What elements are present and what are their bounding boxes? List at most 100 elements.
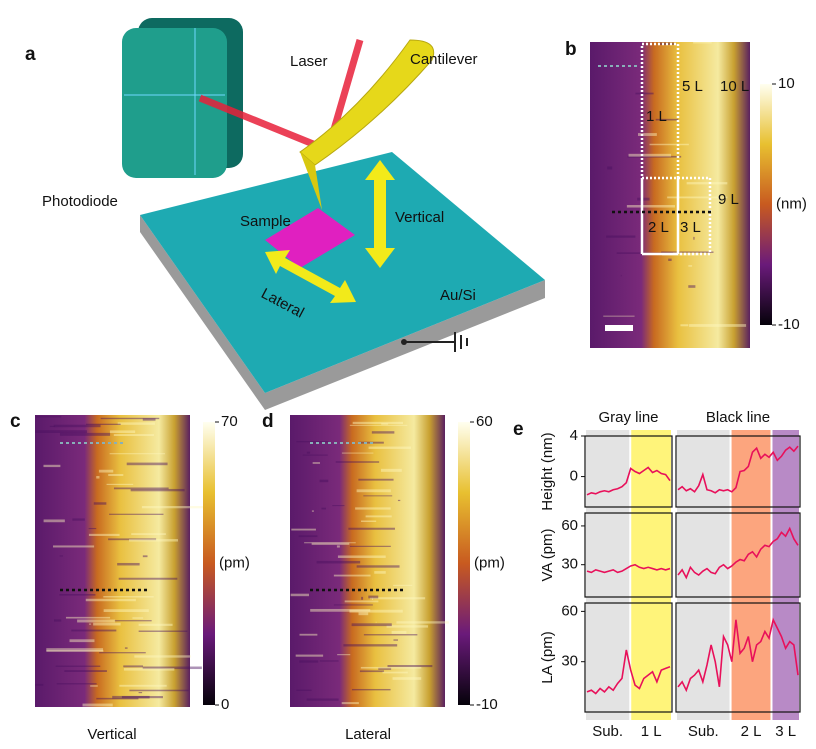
texture bbox=[291, 529, 316, 531]
texture bbox=[374, 571, 386, 574]
texture bbox=[372, 431, 395, 433]
texture bbox=[118, 422, 155, 424]
texture bbox=[334, 604, 373, 605]
texture bbox=[93, 623, 120, 626]
texture bbox=[104, 609, 149, 612]
texture bbox=[44, 519, 65, 522]
texture bbox=[108, 474, 123, 476]
texture bbox=[635, 93, 653, 95]
colorbar-tick-label: 70 bbox=[221, 413, 238, 430]
texture bbox=[352, 623, 392, 626]
texture bbox=[89, 624, 91, 625]
texture bbox=[129, 539, 178, 541]
colorbar bbox=[760, 84, 772, 325]
layer-label: 5 L bbox=[682, 78, 703, 95]
texture bbox=[361, 597, 363, 600]
region bbox=[732, 430, 771, 720]
panel-label: b bbox=[565, 39, 577, 60]
texture bbox=[110, 453, 165, 454]
colorbar-unit: (pm) bbox=[474, 554, 505, 571]
texture bbox=[366, 515, 392, 517]
texture bbox=[337, 654, 350, 655]
y-axis-label: VA (pm) bbox=[539, 528, 556, 581]
texture bbox=[86, 599, 136, 601]
texture bbox=[99, 652, 146, 653]
layer-label: 10 L bbox=[720, 78, 749, 95]
texture bbox=[127, 463, 168, 466]
texture bbox=[296, 655, 323, 657]
texture bbox=[603, 316, 634, 317]
texture bbox=[693, 42, 712, 43]
texture bbox=[99, 470, 113, 473]
texture bbox=[89, 528, 97, 529]
texture bbox=[360, 670, 384, 672]
texture bbox=[358, 479, 393, 481]
texture bbox=[54, 619, 61, 621]
layer-label: 1 L bbox=[646, 108, 667, 125]
texture bbox=[299, 535, 318, 537]
caption: Lateral bbox=[345, 726, 391, 743]
texture bbox=[71, 630, 116, 632]
texture bbox=[35, 684, 43, 686]
texture bbox=[693, 237, 694, 240]
colorbar-unit: (nm) bbox=[776, 195, 807, 212]
colorbar-tick-label: 0 bbox=[221, 696, 229, 713]
texture bbox=[296, 690, 311, 691]
texture bbox=[304, 542, 356, 543]
colorbar-tick-label: 10 bbox=[778, 75, 795, 92]
layer-label: 2 L bbox=[648, 219, 669, 236]
y-tick-label: 60 bbox=[561, 517, 578, 534]
texture bbox=[637, 198, 649, 201]
texture bbox=[56, 666, 101, 667]
texture bbox=[357, 565, 400, 567]
texture bbox=[103, 596, 153, 597]
colorbar bbox=[203, 422, 215, 705]
texture bbox=[381, 469, 402, 472]
texture bbox=[36, 416, 62, 417]
texture bbox=[299, 660, 318, 662]
texture bbox=[300, 634, 318, 636]
y-tick-label: 30 bbox=[561, 556, 578, 573]
panel-label: a bbox=[25, 44, 36, 65]
panel-label: d bbox=[262, 411, 274, 432]
colorbar-tick-label: -10 bbox=[778, 316, 800, 333]
texture bbox=[72, 518, 84, 520]
texture bbox=[125, 647, 128, 648]
figure: a Laser Cantilever Photodiode Sample Ver… bbox=[0, 0, 816, 744]
region-label: Sub. bbox=[592, 723, 623, 740]
texture bbox=[110, 430, 135, 433]
texture bbox=[139, 624, 173, 626]
label: Laser bbox=[290, 53, 328, 70]
caption: Vertical bbox=[87, 726, 136, 743]
texture bbox=[393, 677, 422, 680]
texture bbox=[54, 425, 101, 428]
texture bbox=[35, 430, 87, 433]
texture bbox=[89, 534, 120, 536]
texture bbox=[77, 620, 115, 623]
texture bbox=[312, 510, 314, 511]
texture bbox=[337, 545, 340, 547]
texture bbox=[291, 594, 309, 597]
texture bbox=[143, 418, 156, 420]
texture bbox=[107, 484, 134, 485]
texture bbox=[359, 612, 369, 615]
texture bbox=[357, 489, 391, 492]
texture bbox=[688, 285, 695, 288]
y-tick-label: 60 bbox=[561, 602, 578, 619]
texture bbox=[621, 275, 622, 276]
texture bbox=[392, 631, 407, 634]
texture bbox=[343, 644, 397, 646]
texture bbox=[123, 665, 143, 667]
texture bbox=[334, 575, 371, 577]
texture bbox=[353, 422, 403, 424]
texture bbox=[350, 425, 408, 426]
region-label: Sub. bbox=[688, 723, 719, 740]
scale-bar bbox=[605, 325, 633, 331]
texture bbox=[320, 660, 339, 661]
texture bbox=[70, 639, 95, 642]
y-axis-label: LA (pm) bbox=[539, 631, 556, 684]
label: Sample bbox=[240, 213, 291, 230]
layer-label: 3 L bbox=[680, 219, 701, 236]
column-title: Gray line bbox=[598, 409, 658, 426]
